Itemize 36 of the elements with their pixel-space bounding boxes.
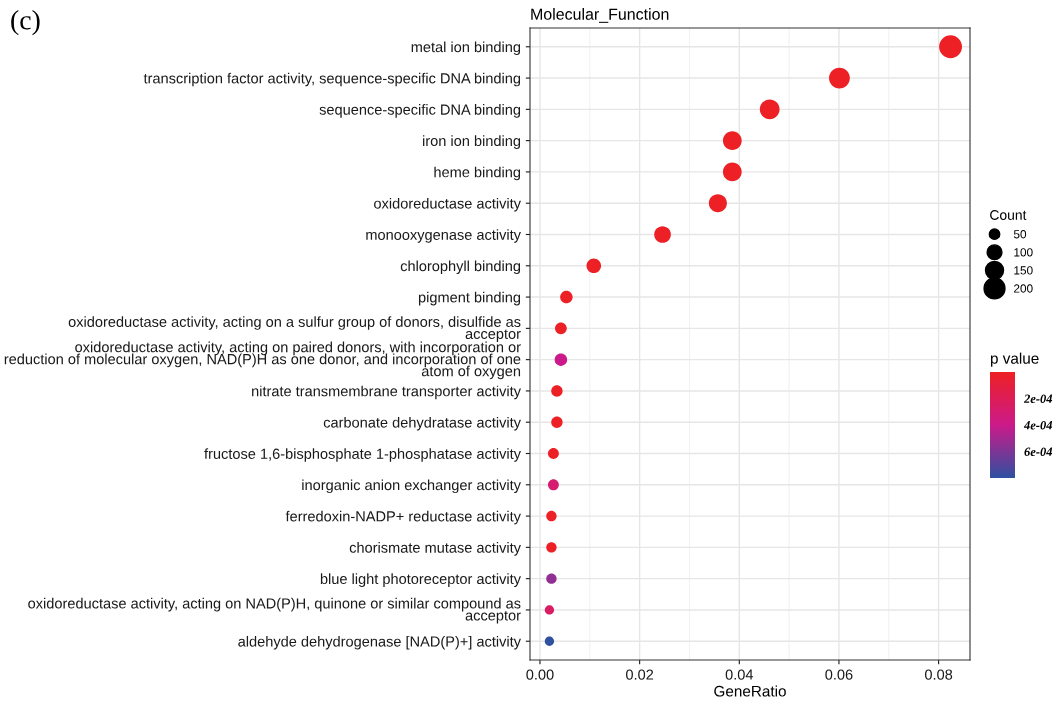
color-bar-title: p value: [990, 352, 1039, 367]
y-tick-label: oxidoreductase activity: [374, 197, 521, 212]
text: (c): [11, 10, 40, 36]
x-tick-label: 0.04: [725, 669, 754, 680]
y-tick-label: metal ion binding: [411, 41, 521, 56]
y-tick-label: sequence-specific DNA binding: [319, 104, 521, 118]
x-tick-label: 0.06: [825, 669, 853, 680]
y-tick-label: carbonate dehydratase activity: [323, 416, 521, 431]
y-tick-label: aldehyde dehydrogenase [NAD(P)+] activity: [238, 635, 521, 650]
color-bar-label: 2e-04: [1023, 394, 1053, 403]
y-tick-label: ferredoxin-NADP+ reductase activity: [285, 510, 521, 525]
y-tick-label: monooxygenase activity: [366, 229, 521, 243]
y-tick-label: iron ion binding: [423, 135, 521, 149]
legend-title: Count: [990, 210, 1027, 220]
y-tick-label: chlorophyll binding: [400, 260, 521, 275]
legend-label: 150: [1014, 266, 1033, 275]
y-tick-label: blue light photoreceptor activity: [320, 573, 521, 587]
y-tick-label: inorganic anion exchanger activity: [302, 479, 521, 494]
y-tick-label: oxidoreductase activity, acting on NAD(P)H, quinone or similar compound as acceptor: [28, 597, 521, 624]
y-tick-label: chorismate mutase activity: [349, 542, 521, 556]
y-tick-label: heme binding: [434, 166, 521, 181]
x-axis-title: GeneRatio: [714, 685, 786, 697]
x-tick-label: 0.00: [526, 669, 554, 680]
color-bar-label: 6e-04: [1024, 447, 1053, 456]
legend-label: 50: [1013, 230, 1027, 239]
y-tick-label: nitrate transmembrane transporter activity: [252, 385, 521, 400]
legend-label: 200: [1014, 284, 1033, 293]
x-tick-label: 0.02: [626, 669, 654, 680]
y-tick-label: fructose 1,6-bisphosphate 1-phosphatase activity: [204, 448, 521, 462]
y-tick-label: pigment binding: [418, 291, 521, 306]
y-tick-label: transcription factor activity, sequence-specific DNA binding: [143, 72, 521, 87]
color-bar-label: 4e-04: [1023, 421, 1053, 430]
x-tick-label: 0.08: [924, 669, 953, 680]
legend-label: 100: [1014, 248, 1033, 257]
chart-title: Molecular_Function: [531, 8, 669, 23]
y-tick-label: oxidoreductase activity, acting on paired donors, with incorporation or reduction of molecular oxygen, NAD(P)H as one donor, and incorporation of one atom of oxygen: [4, 341, 521, 380]
